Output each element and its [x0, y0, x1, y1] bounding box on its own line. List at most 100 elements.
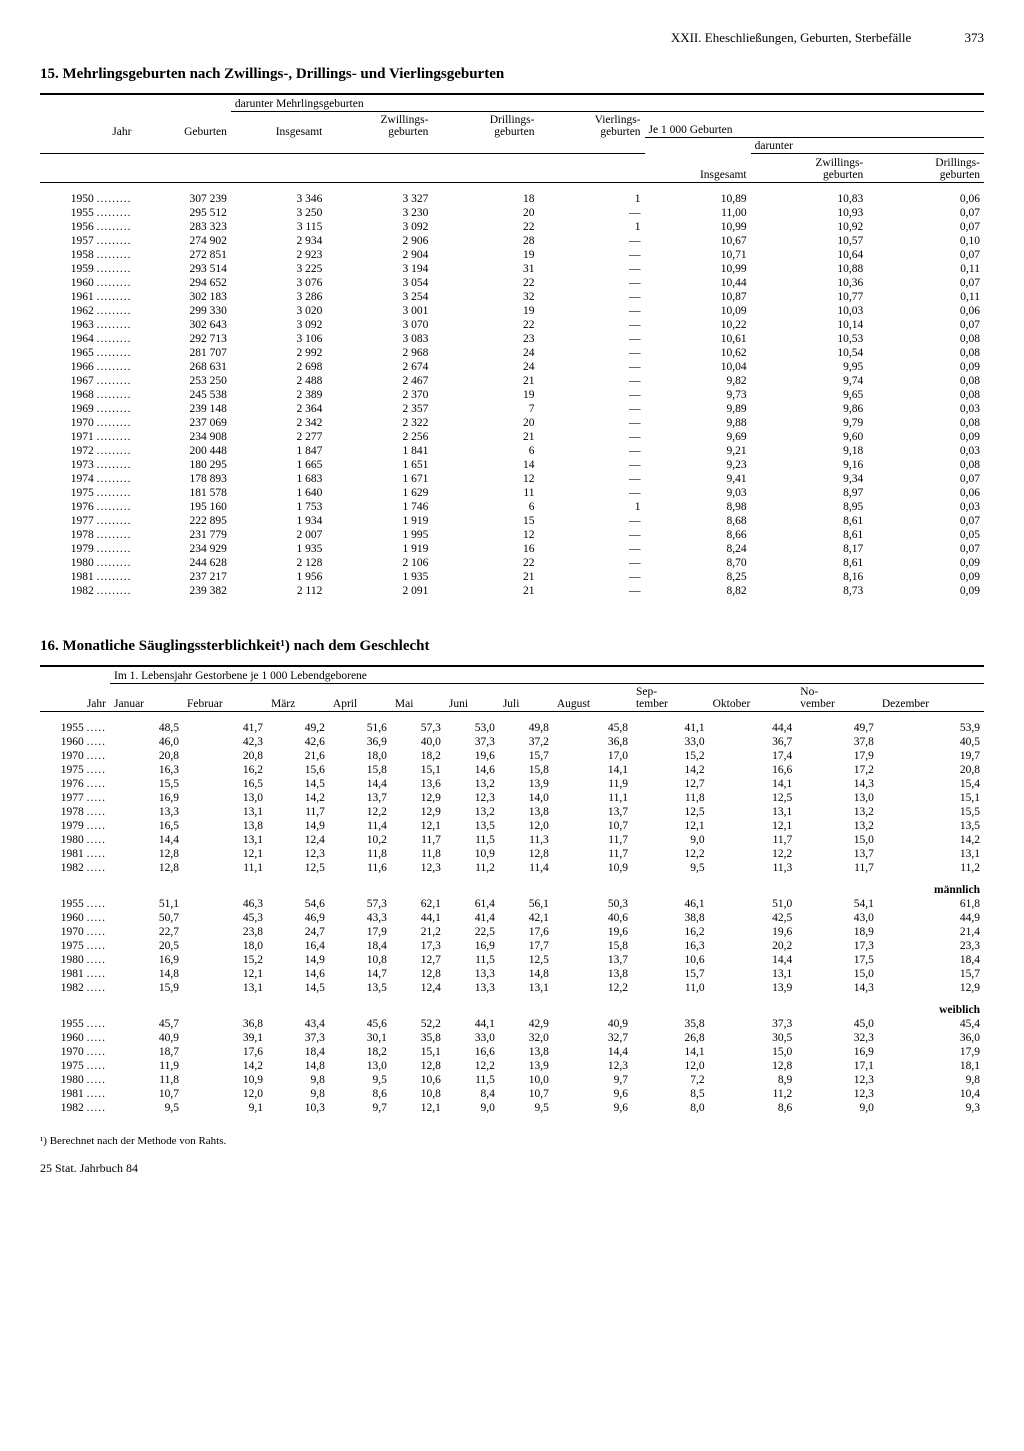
cell: 3 327	[326, 192, 432, 206]
cell: 3 286	[231, 290, 326, 304]
cell: 2 968	[326, 346, 432, 360]
year-cell: 1955 .....	[40, 1017, 110, 1031]
cell: 11,7	[553, 833, 632, 847]
cell: —	[538, 318, 644, 332]
table-row: 1959 .........293 5143 2253 19431—10,991…	[40, 262, 984, 276]
cell: 12,9	[391, 805, 445, 819]
cell: 49,8	[499, 721, 553, 735]
cell: 10,99	[645, 220, 751, 234]
year-cell: 1975 .....	[40, 939, 110, 953]
cell: —	[538, 416, 644, 430]
col-jahr: Jahr	[40, 97, 135, 139]
cell: 19,6	[445, 749, 499, 763]
cell: 13,7	[329, 791, 391, 805]
cell: 20	[432, 206, 538, 220]
cell: 294 652	[135, 276, 230, 290]
year-cell: 1973 .........	[40, 458, 135, 472]
cell: 200 448	[135, 444, 230, 458]
cell: 2 091	[326, 584, 432, 598]
cell: 10,6	[391, 1073, 445, 1087]
cell: 10,4	[878, 1087, 984, 1101]
cell: 54,6	[267, 897, 329, 911]
cell: 15,2	[183, 953, 267, 967]
cell: 13,5	[445, 819, 499, 833]
cell: 48,5	[110, 721, 183, 735]
cell: 11,8	[391, 847, 445, 861]
cell: —	[538, 472, 644, 486]
cell: 21	[432, 570, 538, 584]
cell: 3 020	[231, 304, 326, 318]
cell: 222 895	[135, 514, 230, 528]
cell: 46,1	[632, 897, 709, 911]
cell: 8,61	[751, 528, 868, 542]
cell: 9,1	[183, 1101, 267, 1115]
cell: 10,71	[645, 248, 751, 262]
cell: 18,9	[796, 925, 878, 939]
cell: 12,5	[499, 953, 553, 967]
cell: 24	[432, 360, 538, 374]
col-je-dr: Drillings- geburten	[867, 156, 984, 183]
year-cell: 1975 .....	[40, 1059, 110, 1073]
cell: 1 640	[231, 486, 326, 500]
cell: 20,8	[878, 763, 984, 777]
table-row: 1977 .........222 8951 9341 91915—8,688,…	[40, 514, 984, 528]
cell: 14,4	[329, 777, 391, 791]
year-cell: 1962 .........	[40, 304, 135, 318]
cell: 2 904	[326, 248, 432, 262]
cell: 10,22	[645, 318, 751, 332]
table-row: 1980 .........244 6282 1282 10622—8,708,…	[40, 556, 984, 570]
cell: 40,0	[391, 735, 445, 749]
cell: 14,8	[499, 967, 553, 981]
cell: 21,6	[267, 749, 329, 763]
year-cell: 1981 .....	[40, 1087, 110, 1101]
cell: —	[538, 542, 644, 556]
cell: 12,0	[183, 1087, 267, 1101]
cell: 13,2	[445, 777, 499, 791]
cell: 14,6	[445, 763, 499, 777]
cell: —	[538, 234, 644, 248]
cell: 15,8	[499, 763, 553, 777]
cell: 12,5	[709, 791, 797, 805]
cell: 61,4	[445, 897, 499, 911]
cell: 13,1	[878, 847, 984, 861]
cell: 0,07	[867, 514, 984, 528]
cell: 2 007	[231, 528, 326, 542]
cell: 15,8	[329, 763, 391, 777]
cell: —	[538, 430, 644, 444]
cell: 9,82	[645, 374, 751, 388]
cell: 13,7	[553, 805, 632, 819]
year-cell: 1982 .....	[40, 1101, 110, 1115]
table-row: 1979 .........234 9291 9351 91916—8,248,…	[40, 542, 984, 556]
col-jahr16: Jahr	[40, 669, 110, 712]
cell: 40,9	[553, 1017, 632, 1031]
year-cell: 1970 .....	[40, 925, 110, 939]
cell: 0,07	[867, 220, 984, 234]
cell: 16,2	[183, 763, 267, 777]
cell: 10,09	[645, 304, 751, 318]
cell: 0,05	[867, 528, 984, 542]
cell: 12,8	[499, 847, 553, 861]
cell: 21,4	[878, 925, 984, 939]
cell: 16,5	[183, 777, 267, 791]
cell: 15,1	[391, 763, 445, 777]
table-row: 1975 .....16,316,215,615,815,114,615,814…	[40, 763, 984, 777]
table-row: 1975 .....11,914,214,813,012,812,213,912…	[40, 1059, 984, 1073]
col-month: Februar	[183, 685, 267, 712]
table-row: 1971 .........234 9082 2772 25621—9,699,…	[40, 430, 984, 444]
cell: 231 779	[135, 528, 230, 542]
cell: 2 256	[326, 430, 432, 444]
cell: —	[538, 248, 644, 262]
cell: 16,3	[110, 763, 183, 777]
cell: 13,7	[796, 847, 878, 861]
cell: 12,0	[499, 819, 553, 833]
cell: 2 128	[231, 556, 326, 570]
table15-title: 15. Mehrlingsgeburten nach Zwillings-, D…	[40, 66, 984, 83]
cell: 31	[432, 262, 538, 276]
col-je-darunter: darunter	[751, 139, 984, 154]
cell: 13,0	[796, 791, 878, 805]
table-row: 1982 .........239 3822 1122 09121—8,828,…	[40, 584, 984, 598]
cell: 244 628	[135, 556, 230, 570]
cell: 12,8	[709, 1059, 797, 1073]
cell: 12,1	[709, 819, 797, 833]
cell: 3 106	[231, 332, 326, 346]
